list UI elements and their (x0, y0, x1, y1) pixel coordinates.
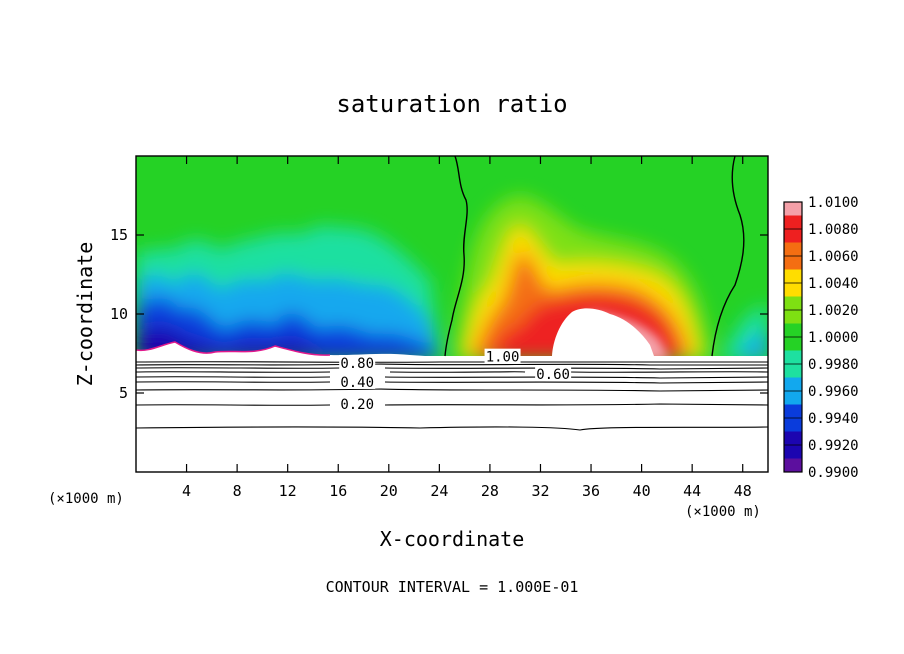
colorbar-label: 0.9980 (808, 357, 859, 373)
colorbar: 1.0100 1.0080 1.0060 1.0040 1.0020 1.0000 0.99… (783, 195, 859, 481)
colorbar-label: 0.9920 (808, 438, 859, 454)
x-tick-label: 24 (430, 482, 448, 500)
colorbar-label: 1.0060 (808, 249, 859, 265)
y-tick-label: 10 (110, 305, 128, 323)
chart-title: saturation ratio (336, 90, 567, 118)
colorbar-label: 1.0020 (808, 303, 859, 319)
x-tick-label: 4 (182, 482, 191, 500)
contour-label: 0.80 (340, 356, 374, 372)
colorbar-swatch (784, 458, 802, 472)
colorbar-label: 0.9900 (808, 465, 859, 481)
contour-label-bg (339, 373, 376, 389)
colorbar-label: 0.9960 (808, 384, 859, 400)
y-axis-ticks: 5 10 15 (110, 226, 768, 402)
contour-label-bg (535, 366, 572, 382)
x-tick-label: 36 (582, 482, 600, 500)
contour-label-bg (339, 354, 376, 370)
x-tick-label: 20 (380, 482, 398, 500)
x-tick-label: 48 (734, 482, 752, 500)
colorbar-label: 1.0080 (808, 222, 859, 238)
contour-label-bg (339, 396, 376, 412)
x-tick-label: 40 (633, 482, 651, 500)
x-axis-label: X-coordinate (380, 527, 525, 551)
colorbar-swatch (784, 202, 802, 216)
y-axis-label: Z-coordinate (73, 242, 97, 387)
x-tick-label: 28 (481, 482, 499, 500)
contour-label-bg (484, 348, 521, 364)
colorbar-label: 1.0000 (808, 330, 859, 346)
x-tick-label: 12 (279, 482, 297, 500)
colorbar-label: 0.9940 (808, 411, 859, 427)
x-unit-left: (×1000 m) (48, 491, 124, 507)
x-tick-label: 16 (329, 482, 347, 500)
x-tick-label: 32 (531, 482, 549, 500)
contour-one-boundaries (444, 155, 745, 357)
x-tick-label: 8 (233, 482, 242, 500)
contour-lines (135, 361, 769, 431)
x-axis-ticks: 4 8 12 16 20 24 28 32 36 40 44 48 (182, 156, 752, 500)
contour-labels: 1.00 0.80 0.60 0.40 0.20 (339, 348, 572, 413)
heatmap-field (136, 156, 768, 356)
x-unit-right: (×1000 m) (685, 504, 761, 520)
y-tick-label: 5 (119, 384, 128, 402)
contour-label: 1.00 (486, 350, 520, 366)
colorbar-label: 1.0040 (808, 276, 859, 292)
contour-interval-note: CONTOUR INTERVAL = 1.000E-01 (326, 578, 579, 596)
y-tick-label: 15 (110, 226, 128, 244)
contour-label: 0.60 (536, 367, 570, 383)
contour-label: 0.40 (340, 375, 374, 391)
x-tick-label: 44 (683, 482, 701, 500)
colorbar-label: 1.0100 (808, 195, 859, 211)
contour-label: 0.20 (340, 397, 374, 413)
